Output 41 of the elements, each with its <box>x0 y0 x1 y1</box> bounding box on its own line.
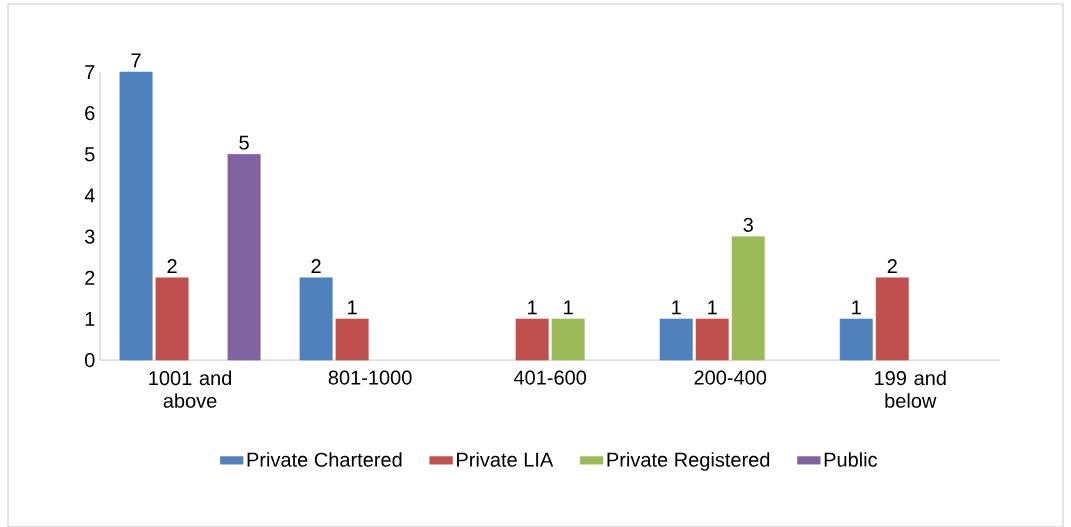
legend-label: Private Chartered <box>247 452 402 467</box>
legend-label: Public <box>824 452 878 467</box>
bar <box>299 277 333 361</box>
bar <box>119 71 153 361</box>
x-tick-label: 199 and below <box>875 370 946 408</box>
bar <box>155 277 189 361</box>
bar <box>731 236 765 361</box>
data-label: 5 <box>239 135 249 150</box>
y-tick-label: 4 <box>84 188 95 203</box>
data-label: 1 <box>348 300 357 315</box>
y-tick-label: 7 <box>85 65 95 79</box>
legend-label: Private Registered <box>607 452 770 471</box>
data-label: 1 <box>672 300 681 315</box>
y-tick-label: 0 <box>84 353 95 368</box>
y-tick-label: 5 <box>85 147 95 162</box>
bar <box>839 318 873 361</box>
bar <box>875 277 909 361</box>
bar <box>515 318 549 361</box>
x-tick-label: 401-600 <box>513 370 587 385</box>
x-tick-label: 200-400 <box>694 370 767 385</box>
data-label: 1 <box>564 300 573 315</box>
legend-label: Private LIA <box>457 452 554 467</box>
y-tick-label: 1 <box>85 312 95 326</box>
bar <box>227 154 261 361</box>
data-label: 1 <box>528 300 537 315</box>
bar <box>335 318 369 361</box>
y-tick-label: 6 <box>85 106 95 121</box>
data-label: 2 <box>167 259 177 274</box>
x-tick-label: 801-1000 <box>328 370 412 385</box>
bar <box>659 318 693 361</box>
data-label: 1 <box>708 300 717 315</box>
x-tick-label: 1001 and above <box>149 370 232 408</box>
y-tick-label: 3 <box>84 229 95 244</box>
data-label: 2 <box>887 259 897 274</box>
data-label: 2 <box>311 259 321 274</box>
bar <box>551 318 585 361</box>
bar <box>695 318 729 361</box>
y-tick-label: 2 <box>85 270 95 285</box>
data-label: 7 <box>131 53 141 68</box>
data-label: 1 <box>852 300 861 315</box>
data-label: 3 <box>743 217 753 233</box>
